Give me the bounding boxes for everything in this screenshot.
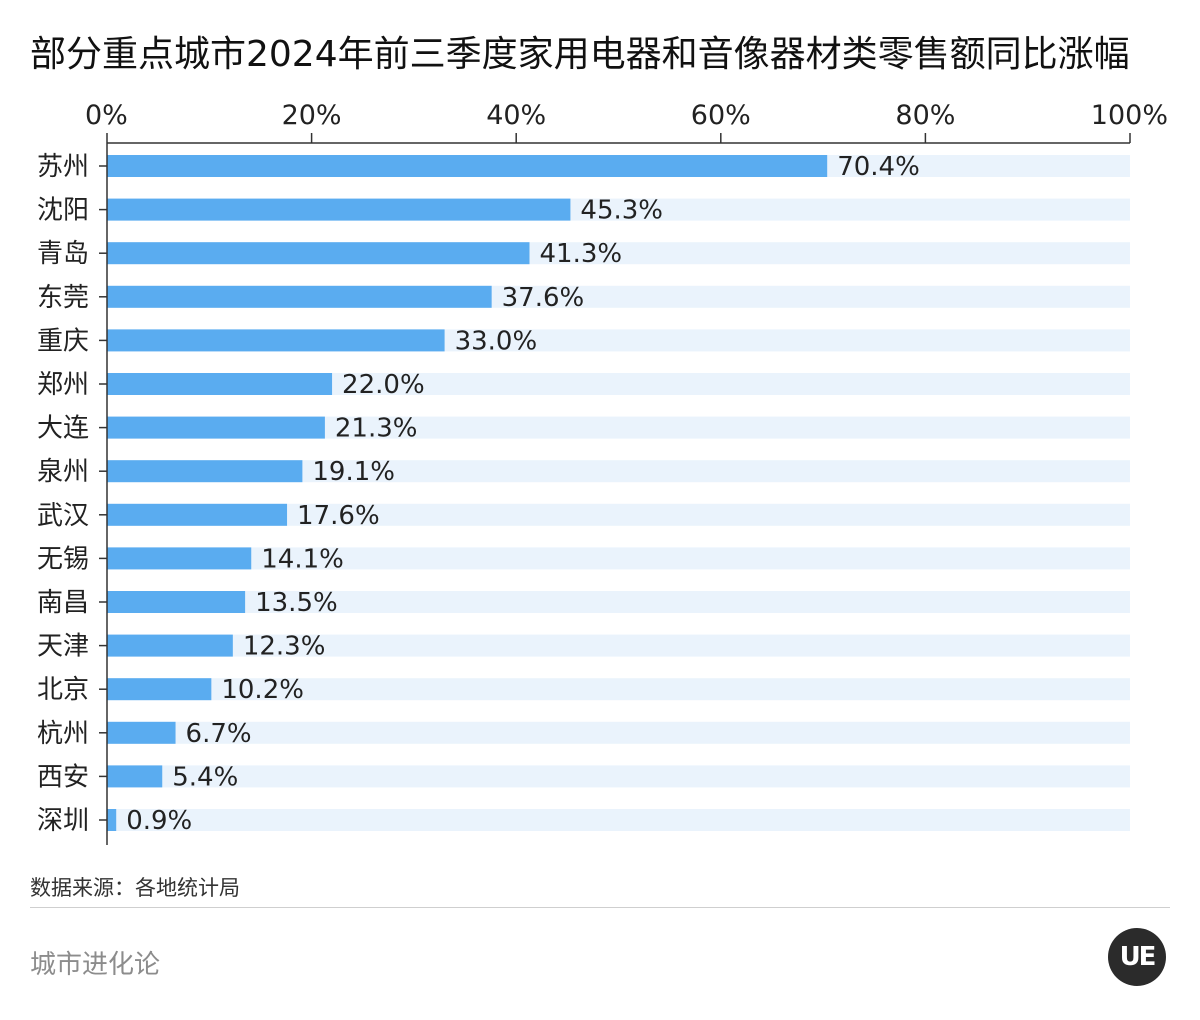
category-label: 杭州 [37, 719, 89, 749]
data-label: 41.3% [539, 239, 622, 269]
data-label: 6.7% [186, 719, 252, 749]
x-tick-label: 40% [486, 100, 546, 131]
data-label: 13.5% [255, 588, 338, 618]
bar-track [107, 765, 1130, 788]
bar-track [107, 547, 1130, 570]
bar [107, 242, 530, 265]
category-label: 东莞 [37, 283, 89, 313]
data-label: 5.4% [172, 762, 238, 792]
bar [107, 678, 212, 701]
data-label: 33.0% [455, 326, 538, 356]
category-label: 大连 [37, 414, 89, 444]
bar [107, 460, 303, 483]
bar-track [107, 460, 1130, 483]
category-label: 南昌 [37, 588, 89, 618]
bar-track [107, 503, 1130, 526]
bar-track [107, 634, 1130, 657]
bar [107, 416, 325, 439]
chart-title: 部分重点城市2024年前三季度家用电器和音像器材类零售额同比涨幅 [30, 34, 1130, 75]
bar [107, 547, 252, 570]
category-label: 无锡 [37, 544, 89, 574]
brand-logo-icon: UE [1108, 928, 1166, 986]
bar [107, 809, 117, 831]
bar-track [107, 678, 1130, 701]
bar [107, 285, 492, 308]
x-tick-label: 0% [85, 100, 128, 131]
bar-track [107, 721, 1130, 744]
data-label: 0.9% [126, 806, 192, 836]
bar-track [107, 373, 1130, 395]
data-label: 45.3% [580, 196, 663, 226]
category-label: 郑州 [37, 370, 89, 400]
category-label: 沈阳 [37, 196, 89, 226]
category-label: 武汉 [37, 501, 89, 531]
data-label: 70.4% [837, 152, 920, 182]
bar [107, 198, 571, 221]
category-label: 北京 [37, 675, 89, 705]
data-label: 12.3% [243, 632, 326, 662]
footer-divider [30, 907, 1170, 908]
data-label: 37.6% [502, 283, 585, 313]
bar [107, 329, 445, 352]
bar [107, 634, 233, 657]
x-tick-label: 60% [691, 100, 751, 131]
bar-track [107, 416, 1130, 439]
bar [107, 591, 246, 613]
data-label: 17.6% [297, 501, 380, 531]
x-tick-label: 80% [895, 100, 955, 131]
x-tick-label: 100% [1091, 100, 1168, 131]
bar [107, 155, 828, 177]
bar [107, 721, 176, 744]
data-label: 22.0% [342, 370, 425, 400]
bar [107, 765, 163, 788]
data-label: 21.3% [335, 414, 418, 444]
category-label: 重庆 [37, 326, 89, 356]
data-label: 19.1% [312, 457, 395, 487]
category-label: 青岛 [37, 239, 89, 269]
x-tick-label: 20% [282, 100, 342, 131]
category-label: 天津 [37, 632, 89, 662]
bar-track [107, 591, 1130, 613]
bar [107, 373, 333, 395]
bar-track [107, 809, 1130, 831]
brand-name: 城市进化论 [30, 950, 161, 980]
data-source: 数据来源：各地统计局 [30, 876, 240, 900]
category-label: 苏州 [37, 152, 89, 182]
data-label: 10.2% [221, 675, 304, 705]
category-label: 泉州 [37, 457, 89, 487]
bar [107, 503, 288, 526]
data-label: 14.1% [261, 544, 344, 574]
category-label: 西安 [37, 762, 89, 792]
category-label: 深圳 [37, 806, 89, 836]
bar-chart: 0% 20% 40% 60% 80% 100% 苏州 70.4% 沈阳 45.3% 青岛 41.3% 东… [37, 100, 1168, 845]
